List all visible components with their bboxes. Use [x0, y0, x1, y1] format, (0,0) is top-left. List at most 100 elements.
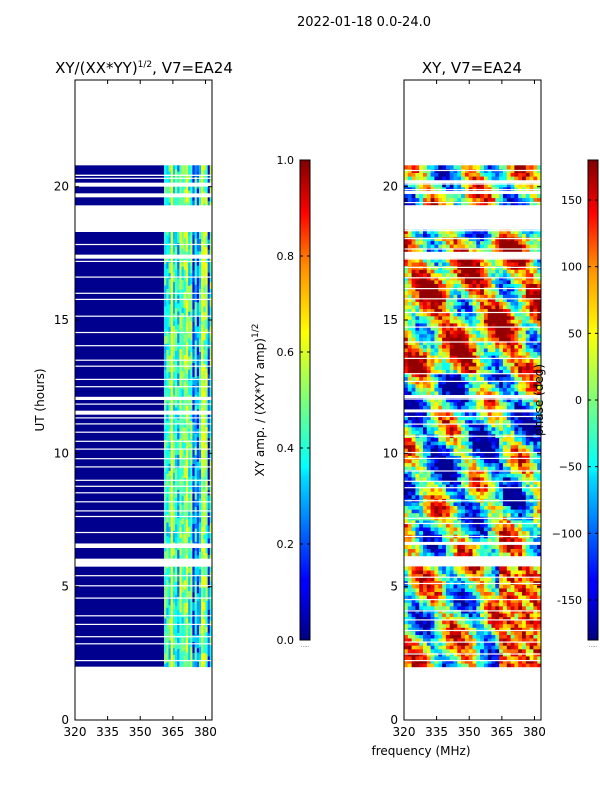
panel2-cell	[480, 290, 485, 295]
panel2-cell	[457, 290, 462, 295]
panel2-cell	[495, 577, 500, 582]
panel2-cell	[499, 491, 504, 496]
panel2-cell	[426, 315, 432, 320]
panel2-cell	[506, 444, 512, 449]
panel1-cell	[203, 378, 206, 384]
panel2-cell	[518, 659, 523, 664]
panel2-cell	[487, 580, 492, 585]
panel1-cell	[199, 509, 202, 518]
panel2-cell	[510, 294, 515, 299]
panel2-cell	[480, 369, 485, 374]
panel1-cell	[181, 617, 185, 624]
panel2-cell	[529, 487, 534, 492]
panel2-cell	[480, 494, 485, 499]
panel2-cell	[423, 523, 428, 528]
panel2-cell	[514, 305, 519, 310]
panel1-cell	[164, 581, 167, 586]
panel1-cell	[177, 449, 180, 456]
panel1-cell	[192, 547, 195, 561]
panel1-flag-line	[75, 431, 212, 433]
panel2-cell	[483, 505, 489, 510]
panel2-cell	[472, 577, 477, 582]
panel2-cell	[472, 383, 477, 388]
panel2-cell	[502, 487, 508, 492]
panel1-cell	[209, 497, 213, 512]
panel2-cell	[483, 491, 489, 496]
panel2-cell	[487, 448, 492, 453]
panel2-cell	[514, 369, 519, 374]
panel2-cell	[445, 623, 451, 628]
panel2-cell	[468, 630, 473, 635]
panel2-cell	[537, 419, 542, 424]
panel2-cell	[483, 369, 489, 374]
panel2-cell	[442, 566, 447, 571]
panel2-cell	[457, 630, 462, 635]
panel2-cell	[499, 326, 504, 331]
panel2-cell	[411, 598, 416, 603]
panel2-cell	[472, 312, 477, 317]
panel2-cell	[442, 655, 447, 660]
panel2-cell	[491, 383, 496, 388]
panel2-cell	[411, 469, 416, 474]
panel2-cell	[404, 476, 409, 481]
panel2-cell	[522, 416, 527, 421]
panel2-cell	[415, 570, 420, 575]
panel2-cell	[518, 412, 523, 417]
panel2-cell	[445, 451, 451, 456]
panel2-cell	[411, 416, 416, 421]
panel2-cell	[525, 333, 531, 338]
panel2-cell	[487, 641, 492, 646]
panel1-cell	[164, 467, 167, 473]
panel2-cell	[476, 663, 481, 668]
panel2-cell	[445, 627, 451, 632]
panel2-cell	[423, 387, 428, 392]
panel2-cell	[404, 383, 409, 388]
panel2-cell	[415, 634, 420, 639]
panel2-cell	[434, 315, 439, 320]
panel2-cell	[476, 376, 481, 381]
panel2-cell	[449, 416, 454, 421]
panel2-cell	[522, 476, 527, 481]
panel1-cell	[194, 446, 198, 456]
panel2-cell	[468, 305, 473, 310]
panel1-cell	[183, 388, 187, 398]
panel2-cell	[464, 305, 470, 310]
panel2-cell	[407, 405, 413, 410]
panel2-cell	[487, 437, 492, 442]
panel2-cell	[495, 441, 500, 446]
panel2-cell	[499, 416, 504, 421]
panel2-cell	[404, 552, 409, 557]
panel1-cell	[166, 343, 169, 351]
panel2-cell	[525, 512, 531, 517]
panel2-cell	[499, 448, 504, 453]
panel2-cell	[480, 315, 485, 320]
panel2-cell	[529, 348, 534, 353]
panel1-cell	[166, 255, 169, 262]
panel2-cell	[449, 573, 454, 578]
panel2-cell	[453, 480, 458, 485]
panel2-cell	[445, 297, 451, 302]
panel2-cell	[480, 537, 485, 542]
panel2-cell	[430, 473, 435, 478]
panel2-cell	[499, 297, 504, 302]
panel2-cell	[411, 638, 416, 643]
panel2-cell	[415, 487, 420, 492]
panel2-cell	[510, 355, 515, 360]
panel2-cell	[438, 390, 443, 395]
panel1-cell	[209, 356, 213, 366]
panel2-cell	[487, 627, 492, 632]
panel2-cell	[415, 613, 420, 618]
panel2-cell	[426, 416, 432, 421]
panel2-cell	[404, 455, 409, 460]
panel2-cell	[434, 426, 439, 431]
panel2-cell	[491, 333, 496, 338]
panel2-cell	[415, 598, 420, 603]
panel1-cell	[164, 344, 167, 353]
panel2-cell	[419, 301, 424, 306]
panel2-cell	[453, 530, 458, 535]
panel2-cell	[411, 348, 416, 353]
panel2-cell	[510, 620, 515, 625]
panel2-cell	[438, 459, 443, 464]
panel2-cell	[480, 641, 485, 646]
panel2-cell	[453, 566, 458, 571]
